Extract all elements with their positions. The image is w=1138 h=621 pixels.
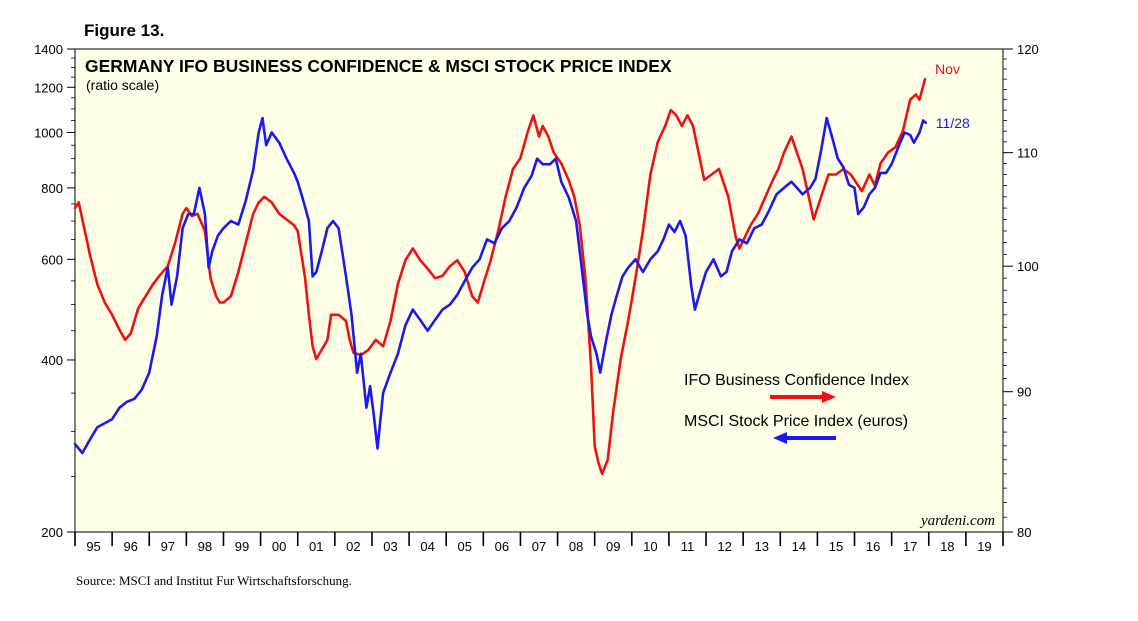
x-tick-label: 06: [495, 539, 509, 554]
left-tick-label: 1200: [34, 80, 63, 95]
figure-label: Figure 13.: [84, 21, 165, 40]
x-tick-label: 02: [346, 539, 360, 554]
source-note: Source: MSCI and Institut Fur Wirtschaft…: [76, 573, 352, 588]
legend-label: IFO Business Confidence Index: [684, 372, 909, 389]
x-tick-label: 05: [458, 539, 472, 554]
x-tick-label: 09: [606, 539, 620, 554]
left-axis: 200 400 600 800 1000 1200 1400: [34, 42, 75, 540]
legend: IFO Business Confidence Index MSCI Stock …: [684, 372, 909, 444]
series-line-ifo: [73, 77, 927, 476]
x-tick-label: 19: [977, 539, 991, 554]
right-tick-label: 100: [1017, 259, 1039, 274]
right-tick-label: 80: [1017, 525, 1031, 540]
left-tick-label: 1000: [34, 126, 63, 141]
x-tick-label: 14: [792, 539, 806, 554]
chart-subtitle: (ratio scale): [86, 77, 159, 93]
left-tick-label: 1400: [34, 42, 63, 57]
x-tick-label: 08: [569, 539, 583, 554]
x-tick-label: 04: [420, 539, 434, 554]
right-tick-label: 110: [1017, 146, 1038, 161]
left-tick-label: 400: [41, 353, 63, 368]
right-tick-label: 90: [1017, 385, 1031, 400]
x-tick-label: 15: [829, 539, 843, 554]
x-tick-label: 11: [681, 539, 695, 554]
x-tick-label: 03: [383, 539, 397, 554]
x-tick-label: 10: [643, 539, 657, 554]
chart-title: GERMANY IFO BUSINESS CONFIDENCE & MSCI S…: [85, 56, 672, 76]
series-end-label-msci: 11/28: [936, 115, 970, 131]
x-tick-label: 00: [272, 539, 286, 554]
x-tick-label: 96: [123, 539, 137, 554]
legend-arrow-head: [822, 391, 836, 403]
x-tick-label: 07: [532, 539, 546, 554]
series-end-label-ifo: Nov: [935, 61, 960, 77]
left-tick-label: 600: [41, 252, 63, 267]
right-axis: 80 90 100 110 120: [1003, 42, 1039, 540]
x-tick-label: 01: [309, 539, 323, 554]
x-tick-label: 17: [903, 539, 917, 554]
x-axis: 95 96 97 98 99 00 01 02 03 04 05 06 07 08 09 10 11 12 13 14…: [74, 532, 1004, 554]
x-tick-label: 97: [161, 539, 175, 554]
legend-arrow-head: [773, 432, 787, 444]
x-tick-label: 18: [940, 539, 954, 554]
x-tick-label: 13: [754, 539, 768, 554]
right-tick-label: 120: [1017, 42, 1039, 57]
legend-label: MSCI Stock Price Index (euros): [684, 413, 908, 430]
series-line-msci: [73, 116, 928, 455]
series-layer: Nov 11/28: [73, 61, 970, 476]
x-tick-label: 98: [198, 539, 212, 554]
x-tick-label: 95: [86, 539, 100, 554]
x-tick-label: 99: [235, 539, 249, 554]
left-tick-label: 200: [41, 525, 63, 540]
x-tick-label: 16: [866, 539, 880, 554]
x-tick-label: 12: [717, 539, 731, 554]
watermark: yardeni.com: [919, 513, 995, 529]
left-tick-label: 800: [41, 181, 63, 196]
